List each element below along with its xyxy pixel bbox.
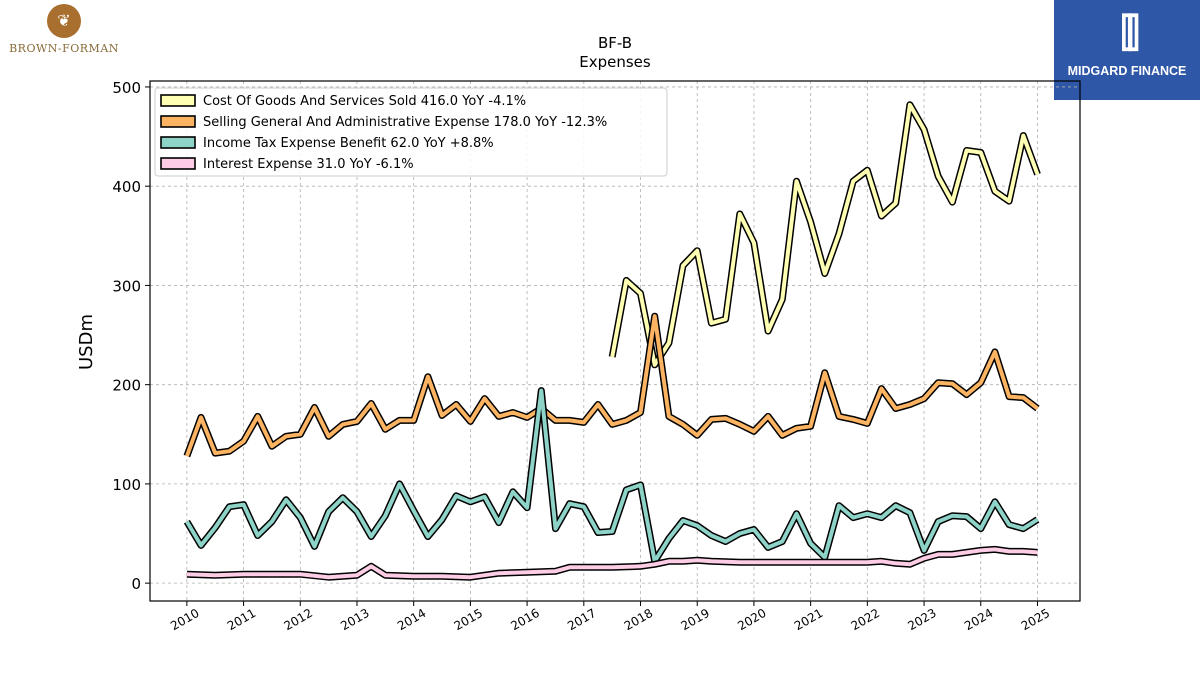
series-outline-0 xyxy=(608,101,1041,369)
brown-forman-wordmark: BROWN-FORMAN xyxy=(9,42,119,55)
y-tick-label: 0 xyxy=(131,575,141,593)
x-tick-label: 2012 xyxy=(282,606,315,633)
legend-label: Cost Of Goods And Services Sold 416.0 Yo… xyxy=(203,94,526,109)
y-tick-label: 500 xyxy=(112,79,141,97)
y-tick-label: 200 xyxy=(112,377,141,395)
y-tick-label: 100 xyxy=(112,476,141,494)
legend-box xyxy=(154,87,668,177)
x-tick-label: 2014 xyxy=(395,606,428,633)
series-layer xyxy=(183,101,1041,581)
midgard-finance-wordmark: MIDGARD FINANCE xyxy=(1067,64,1187,78)
x-tick-label: 2010 xyxy=(168,606,201,633)
x-tick-label: 2025 xyxy=(1019,606,1052,633)
legend: Cost Of Goods And Services Sold 416.0 Yo… xyxy=(154,87,668,177)
x-tick-label: 2024 xyxy=(962,606,995,633)
y-tick-label: 400 xyxy=(112,178,141,196)
series-outline-2 xyxy=(183,387,1040,565)
x-tick-label: 2013 xyxy=(338,606,371,633)
y-tick-label: 300 xyxy=(112,277,141,295)
glasses-icon: ❦ xyxy=(47,4,81,38)
x-tick-label: 2019 xyxy=(678,606,711,633)
x-tick-label: 2016 xyxy=(508,606,541,633)
y-axis-label: USDm xyxy=(76,314,97,370)
x-tick-label: 2017 xyxy=(565,606,598,633)
x-tick-label: 2023 xyxy=(905,606,938,633)
x-tick-label: 2015 xyxy=(452,606,485,633)
x-tick-label: 2020 xyxy=(735,606,768,633)
legend-swatch xyxy=(160,94,196,107)
legend-label: Income Tax Expense Benefit 62.0 YoY +8.8… xyxy=(203,136,494,151)
x-tick-label: 2011 xyxy=(225,606,258,633)
x-tick-label: 2021 xyxy=(792,606,825,633)
series-line-1 xyxy=(185,314,1039,457)
legend-label: Selling General And Administrative Expen… xyxy=(203,115,607,130)
plot-frame xyxy=(149,80,1081,602)
chart-title: BF-B xyxy=(598,34,632,52)
legend-swatch xyxy=(160,157,196,170)
series-line-3 xyxy=(186,547,1038,580)
midgard-monogram-icon: ⫿⫿ xyxy=(1120,10,1140,56)
legend-swatch xyxy=(160,136,196,149)
series-line-2 xyxy=(185,388,1039,564)
legend-swatch xyxy=(160,115,196,128)
brown-forman-logo: ❦ BROWN-FORMAN xyxy=(0,4,128,55)
series-line-0 xyxy=(610,102,1040,367)
x-tick-label: 2018 xyxy=(622,606,655,633)
legend-label: Interest Expense 31.0 YoY -6.1% xyxy=(203,157,414,172)
series-outline-1 xyxy=(183,312,1040,458)
x-tick-label: 2022 xyxy=(849,606,882,633)
chart-subtitle: Expenses xyxy=(579,53,651,71)
midgard-finance-logo: ⫿⫿ MIDGARD FINANCE xyxy=(1054,0,1200,100)
